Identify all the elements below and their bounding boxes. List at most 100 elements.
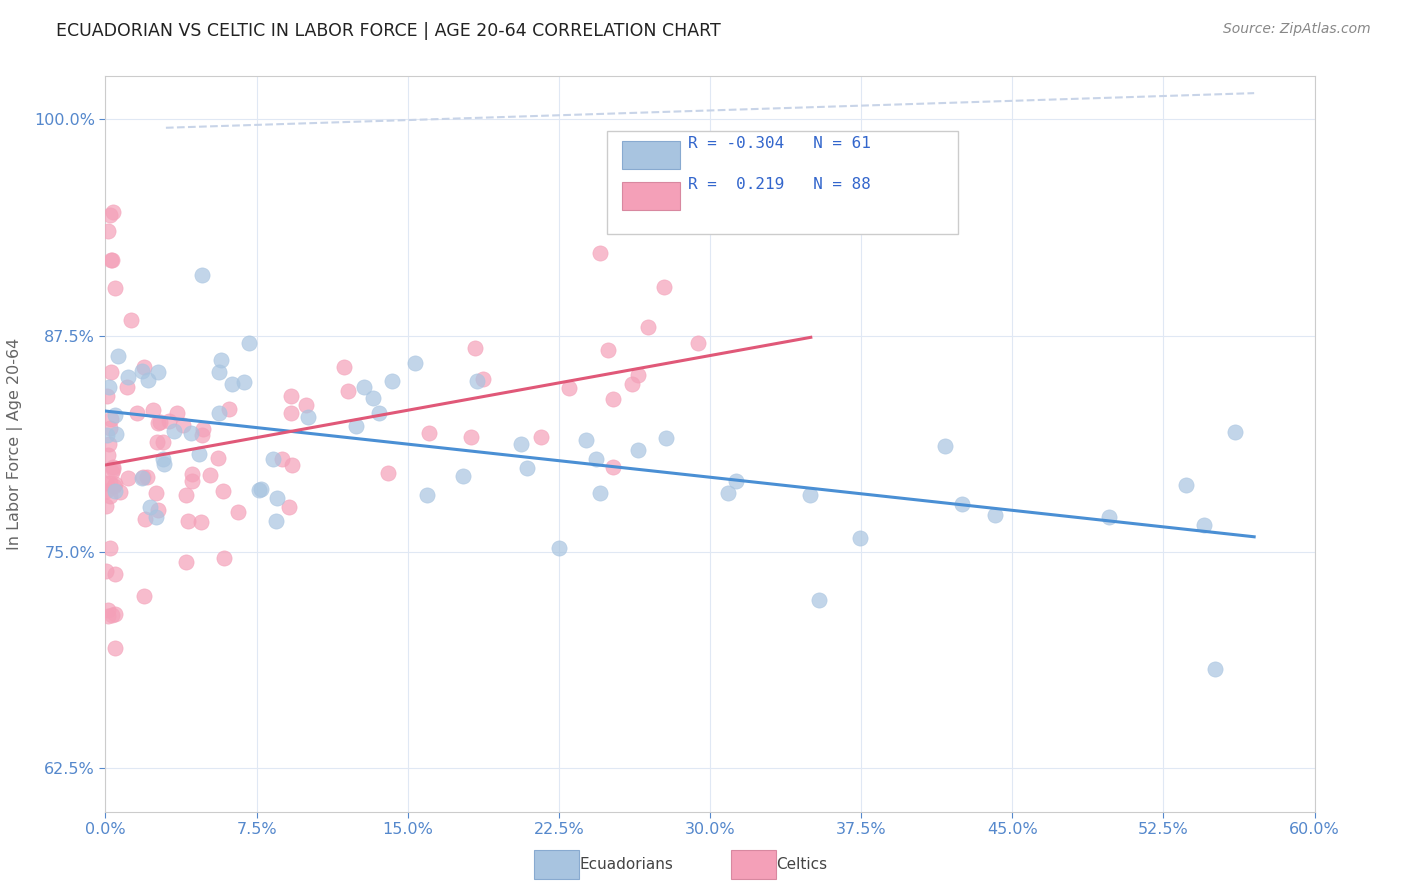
Point (191, 427, 214, 442)
Point (344, 419, 367, 434)
Point (180, 426, 202, 441)
Point (218, 401, 240, 416)
Point (104, 281, 127, 295)
Point (96, 500, 118, 514)
Point (152, 452, 174, 467)
Point (655, 431, 678, 445)
Point (180, 474, 202, 488)
Point (101, 461, 124, 475)
Y-axis label: In Labor Force | Age 20-64: In Labor Force | Age 20-64 (7, 338, 22, 549)
Point (264, 514, 287, 528)
Point (280, 458, 302, 472)
Point (146, 435, 169, 450)
Point (849, 531, 872, 545)
Point (97, 602, 120, 616)
Point (153, 458, 176, 472)
Point (104, 408, 127, 422)
Point (596, 343, 619, 357)
Point (381, 374, 404, 388)
Point (136, 373, 159, 387)
Point (212, 484, 235, 499)
Point (530, 430, 553, 444)
Point (98, 476, 121, 491)
Point (157, 414, 180, 428)
Point (472, 372, 495, 386)
Point (1175, 477, 1198, 491)
Point (984, 508, 1007, 522)
Point (101, 205, 124, 219)
Point (97, 609, 120, 624)
Point (602, 392, 624, 407)
Point (548, 541, 571, 555)
Point (1223, 425, 1246, 440)
Point (460, 430, 482, 444)
FancyBboxPatch shape (621, 182, 681, 211)
Point (132, 359, 155, 374)
Point (464, 341, 486, 355)
Point (190, 515, 212, 529)
Point (97, 448, 120, 462)
Point (104, 641, 127, 656)
Text: Celtics: Celtics (776, 857, 827, 871)
Point (950, 497, 973, 511)
Point (181, 467, 204, 481)
Point (221, 376, 243, 391)
Point (100, 365, 122, 379)
Point (208, 365, 231, 379)
Point (621, 376, 644, 391)
Point (294, 398, 316, 412)
Point (934, 439, 956, 453)
Point (226, 505, 249, 519)
Point (104, 566, 127, 581)
Point (799, 488, 821, 502)
Point (212, 551, 235, 566)
Point (98, 436, 121, 450)
Point (1204, 662, 1226, 676)
Point (250, 482, 273, 496)
Point (142, 403, 165, 417)
Point (557, 381, 579, 395)
Point (134, 512, 156, 526)
Point (132, 589, 155, 603)
Text: R =  0.219   N = 88: R = 0.219 N = 88 (689, 178, 872, 193)
Point (145, 510, 167, 524)
Point (132, 470, 155, 484)
Point (172, 417, 194, 432)
Point (104, 607, 127, 621)
Point (209, 352, 232, 367)
Point (117, 471, 139, 485)
Point (96, 484, 118, 499)
Point (589, 485, 612, 500)
Point (163, 424, 186, 438)
Point (200, 468, 222, 483)
Point (808, 592, 831, 607)
Point (589, 246, 612, 260)
Point (418, 426, 440, 441)
Point (337, 384, 360, 398)
Point (100, 253, 122, 268)
Point (146, 416, 169, 430)
Point (103, 459, 125, 474)
Point (247, 483, 270, 497)
Point (104, 477, 127, 491)
Point (146, 365, 169, 379)
Point (145, 486, 167, 500)
Point (451, 468, 474, 483)
Point (120, 312, 142, 326)
Point (96, 389, 118, 403)
Point (686, 335, 709, 350)
Text: ECUADORIAN VS CELTIC IN LABOR FORCE | AGE 20-64 CORRELATION CHART: ECUADORIAN VS CELTIC IN LABOR FORCE | AG… (56, 22, 721, 40)
Point (353, 380, 375, 394)
FancyBboxPatch shape (607, 131, 957, 234)
Point (131, 364, 153, 378)
Point (627, 368, 650, 382)
Point (101, 465, 124, 479)
Point (135, 470, 157, 484)
Point (94, 564, 117, 578)
Point (262, 452, 284, 467)
Point (602, 460, 624, 475)
Point (166, 406, 188, 420)
Point (585, 451, 607, 466)
Point (174, 488, 197, 502)
Point (361, 391, 384, 405)
